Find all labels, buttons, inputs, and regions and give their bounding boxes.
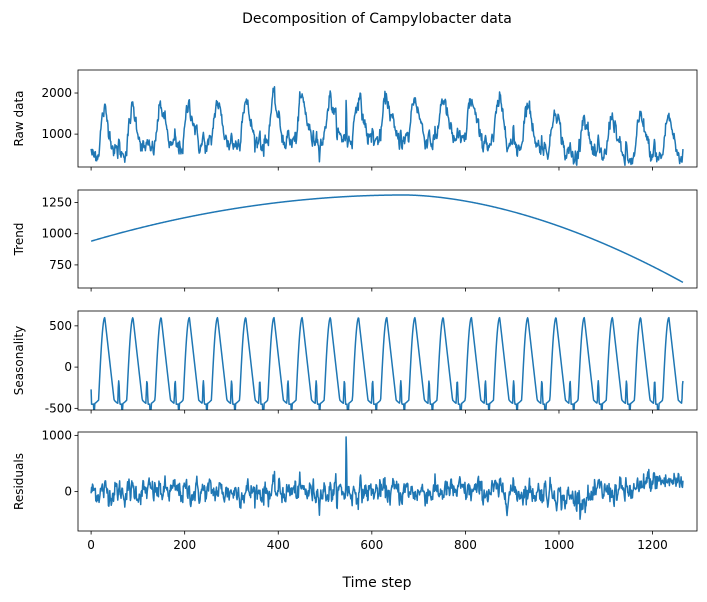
axes-frame <box>77 431 698 532</box>
figure-title: Decomposition of Campylobacter data <box>242 11 512 27</box>
x-tick-label: 200 <box>173 538 196 552</box>
y-axis-label: Seasonality <box>12 326 26 395</box>
x-tick-label: 800 <box>454 538 477 552</box>
y-axis-label: Raw data <box>12 90 26 146</box>
panel-2: 750 1000 1250 Trend <box>12 189 698 292</box>
series-line-3 <box>90 316 684 410</box>
figure-xlabel: Time step <box>342 575 412 591</box>
y-tick-label: 0 <box>64 360 72 374</box>
y-tick-label: 1000 <box>41 227 72 241</box>
y-axis-label: Residuals <box>12 453 26 510</box>
axes-frame <box>77 189 698 289</box>
y-tick-label: 1000 <box>41 428 72 442</box>
y-tick-label: 2000 <box>41 86 72 100</box>
y-tick-label: 0 <box>64 485 72 499</box>
panel-1: 1000 2000 Raw data <box>12 69 698 171</box>
axes-frame <box>77 310 698 411</box>
x-tick-label: 1000 <box>544 538 575 552</box>
y-tick-label: 1000 <box>41 127 72 141</box>
x-tick-label: 400 <box>267 538 290 552</box>
axes-frame <box>77 69 698 168</box>
y-tick-label: 1250 <box>41 195 72 209</box>
y-tick-label: 500 <box>49 319 72 333</box>
y-axis-label: Trend <box>12 223 26 257</box>
series-line-1 <box>90 85 684 167</box>
series-line-4 <box>90 436 684 520</box>
y-tick-label: -500 <box>45 401 72 415</box>
panel-4: 0 200 400 600 800 1000 1200 0 1000 Residuals <box>12 428 698 552</box>
x-tick-label: 1200 <box>637 538 668 552</box>
x-tick-label: 0 <box>87 538 95 552</box>
x-tick-label: 600 <box>360 538 383 552</box>
y-tick-label: 750 <box>49 258 72 272</box>
panel-3: -500 0 500 Seasonality <box>12 310 698 415</box>
series-line-2 <box>90 194 684 284</box>
